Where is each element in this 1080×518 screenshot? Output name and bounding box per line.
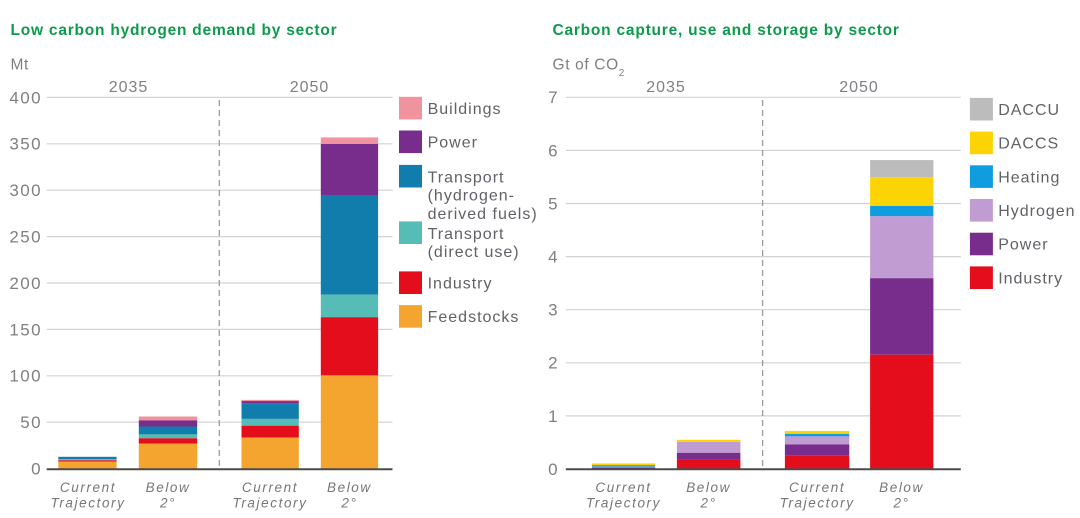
- svg-text:Feedstocks: Feedstocks: [428, 309, 520, 326]
- svg-text:Gt of CO: Gt of CO: [553, 56, 619, 73]
- svg-text:(hydrogen-: (hydrogen-: [428, 188, 515, 205]
- svg-text:Low carbon hydrogen demand by: Low carbon hydrogen demand by sector: [11, 22, 338, 39]
- svg-text:50: 50: [20, 413, 42, 432]
- svg-text:Transport: Transport: [428, 226, 505, 243]
- svg-text:0: 0: [31, 460, 42, 479]
- svg-text:Power: Power: [998, 237, 1048, 254]
- svg-text:Trajectory: Trajectory: [50, 496, 125, 511]
- svg-text:Trajectory: Trajectory: [586, 496, 661, 511]
- svg-text:Current: Current: [595, 480, 651, 495]
- svg-text:1: 1: [548, 407, 559, 426]
- svg-text:Industry: Industry: [998, 270, 1063, 287]
- svg-text:Current: Current: [789, 480, 845, 495]
- svg-text:2°: 2°: [159, 496, 176, 511]
- svg-text:DACCU: DACCU: [998, 102, 1060, 119]
- svg-text:Current: Current: [242, 480, 298, 495]
- svg-text:300: 300: [9, 181, 42, 200]
- svg-text:Industry: Industry: [428, 275, 493, 292]
- svg-text:Current: Current: [60, 480, 116, 495]
- svg-text:Transport: Transport: [428, 169, 505, 186]
- svg-text:Below: Below: [327, 480, 372, 495]
- svg-text:5: 5: [548, 194, 559, 213]
- svg-text:Buildings: Buildings: [428, 101, 502, 118]
- svg-text:Below: Below: [879, 480, 924, 495]
- svg-text:200: 200: [9, 274, 42, 293]
- svg-text:7: 7: [548, 88, 559, 107]
- svg-text:3: 3: [548, 301, 559, 320]
- svg-text:150: 150: [9, 320, 42, 339]
- svg-text:400: 400: [9, 88, 42, 107]
- svg-text:Power: Power: [428, 135, 478, 152]
- svg-text:100: 100: [9, 367, 42, 386]
- svg-text:2: 2: [548, 354, 559, 373]
- svg-text:Trajectory: Trajectory: [780, 496, 855, 511]
- svg-text:2050: 2050: [290, 79, 329, 96]
- svg-text:2°: 2°: [892, 496, 909, 511]
- svg-text:derived fuels): derived fuels): [428, 206, 538, 223]
- svg-text:2: 2: [619, 68, 625, 79]
- svg-text:Mt: Mt: [11, 56, 30, 73]
- svg-text:6: 6: [548, 141, 559, 160]
- svg-text:Hydrogen: Hydrogen: [998, 203, 1075, 220]
- svg-text:2035: 2035: [109, 79, 148, 96]
- svg-text:2050: 2050: [839, 79, 878, 96]
- svg-text:Trajectory: Trajectory: [232, 496, 307, 511]
- svg-text:350: 350: [9, 135, 42, 154]
- svg-text:DACCS: DACCS: [998, 136, 1059, 153]
- svg-text:Below: Below: [686, 480, 731, 495]
- svg-text:Below: Below: [146, 480, 191, 495]
- svg-text:Heating: Heating: [998, 169, 1060, 186]
- svg-text:Carbon capture, use and storag: Carbon capture, use and storage by secto…: [553, 22, 900, 39]
- svg-text:4: 4: [548, 248, 559, 267]
- svg-text:0: 0: [548, 460, 559, 479]
- svg-text:(direct use): (direct use): [428, 244, 520, 261]
- svg-text:250: 250: [9, 228, 42, 247]
- svg-text:2°: 2°: [340, 496, 357, 511]
- svg-text:2°: 2°: [700, 496, 717, 511]
- svg-text:2035: 2035: [646, 79, 685, 96]
